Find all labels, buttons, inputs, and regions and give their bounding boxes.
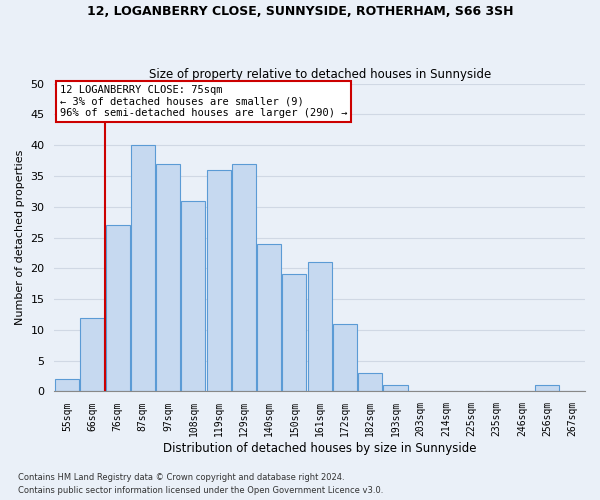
Title: Size of property relative to detached houses in Sunnyside: Size of property relative to detached ho… (149, 68, 491, 81)
Bar (80, 318, 104, 392)
Y-axis label: Number of detached properties: Number of detached properties (15, 150, 25, 325)
Bar (156, 164, 180, 392)
Bar (283, 274, 307, 392)
Bar (333, 324, 357, 392)
Text: Contains HM Land Registry data © Crown copyright and database right 2024.
Contai: Contains HM Land Registry data © Crown c… (18, 474, 383, 495)
Bar (206, 170, 230, 392)
Bar (535, 386, 559, 392)
Bar (358, 373, 382, 392)
Bar (257, 244, 281, 392)
Bar (181, 200, 205, 392)
Text: 12 LOGANBERRY CLOSE: 75sqm
← 3% of detached houses are smaller (9)
96% of semi-d: 12 LOGANBERRY CLOSE: 75sqm ← 3% of detac… (60, 85, 347, 118)
Bar (232, 164, 256, 392)
Text: 12, LOGANBERRY CLOSE, SUNNYSIDE, ROTHERHAM, S66 3SH: 12, LOGANBERRY CLOSE, SUNNYSIDE, ROTHERH… (87, 5, 513, 18)
Bar (383, 386, 407, 392)
Bar (131, 145, 155, 392)
Bar (55, 379, 79, 392)
Bar (106, 225, 130, 392)
X-axis label: Distribution of detached houses by size in Sunnyside: Distribution of detached houses by size … (163, 442, 476, 455)
Bar (308, 262, 332, 392)
